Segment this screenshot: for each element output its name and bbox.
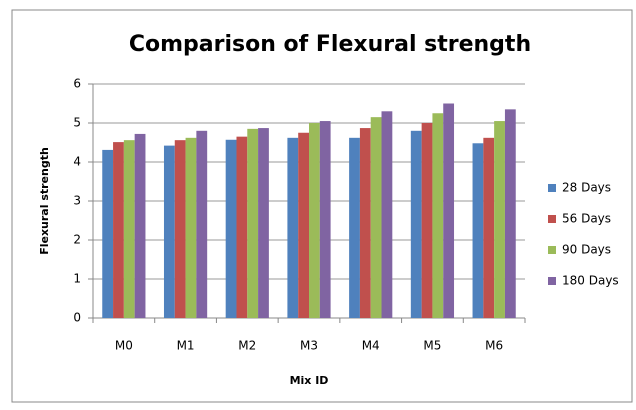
bar xyxy=(432,113,444,318)
bar xyxy=(134,133,146,318)
y-tick-label: 4 xyxy=(73,155,81,169)
x-tick-label: M4 xyxy=(362,339,380,353)
y-tick-label: 0 xyxy=(73,311,81,325)
legend-swatch xyxy=(548,215,556,223)
bar xyxy=(349,137,360,318)
legend-swatch xyxy=(548,184,556,192)
x-tick-label: M1 xyxy=(177,339,195,353)
bar xyxy=(236,136,248,318)
bar xyxy=(359,128,371,318)
bar xyxy=(309,123,320,318)
bar xyxy=(113,142,124,318)
x-tick-label: M0 xyxy=(115,339,133,353)
bar xyxy=(472,143,484,318)
chart-title: Comparison of Flexural strength xyxy=(129,32,531,57)
legend-label: 56 Days xyxy=(562,212,611,226)
bar xyxy=(225,139,237,318)
y-tick-label: 5 xyxy=(73,116,81,130)
x-tick-label: M5 xyxy=(423,339,441,353)
legend-label: 28 Days xyxy=(562,181,611,195)
bar xyxy=(163,145,175,318)
bar xyxy=(443,103,455,318)
bar xyxy=(174,140,186,318)
bar xyxy=(381,111,393,318)
x-tick-label: M2 xyxy=(238,339,256,353)
bar xyxy=(196,130,208,318)
bar xyxy=(102,149,114,318)
bar xyxy=(421,123,433,318)
legend-swatch xyxy=(548,277,556,285)
y-tick-label: 1 xyxy=(73,272,81,286)
bar xyxy=(247,128,259,318)
legend-label: 90 Days xyxy=(562,243,611,257)
bar xyxy=(504,109,516,318)
x-tick-label: M6 xyxy=(485,339,503,353)
bar xyxy=(298,132,309,318)
y-tick-label: 3 xyxy=(73,194,81,208)
bar xyxy=(494,121,505,318)
y-tick-label: 6 xyxy=(73,77,81,91)
x-tick-label: M3 xyxy=(300,339,318,353)
bar xyxy=(370,117,382,319)
bar xyxy=(287,137,299,318)
bar xyxy=(123,140,135,318)
legend-label: 180 Days xyxy=(562,274,619,288)
bar xyxy=(483,137,495,318)
legend-swatch xyxy=(548,246,556,254)
y-axis-label: Flexural strength xyxy=(38,147,51,255)
bar xyxy=(319,121,331,318)
bar xyxy=(185,137,197,318)
bar xyxy=(258,128,269,318)
bar xyxy=(410,130,422,318)
y-tick-label: 2 xyxy=(73,233,81,247)
x-axis-label: Mix ID xyxy=(290,374,329,387)
